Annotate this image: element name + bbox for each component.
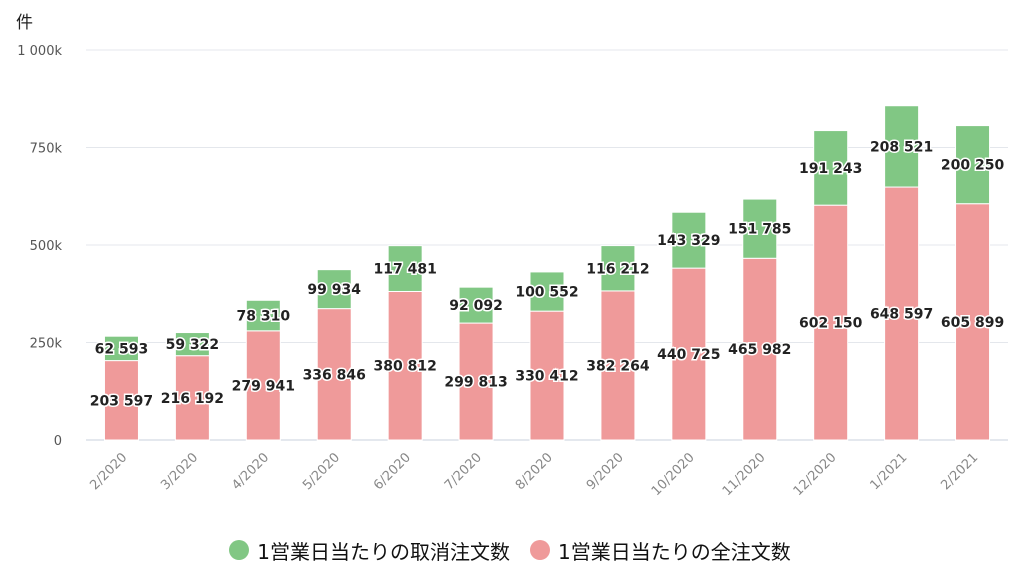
bar-cancel-orders (742, 198, 778, 259)
legend-item-cancel-orders: 1営業日当たりの取消注文数 (229, 536, 510, 565)
data-label-cancel-orders: 143 329 (657, 233, 720, 249)
legend-item-total-orders: 1営業日当たりの全注文数 (530, 536, 791, 565)
x-tick-label: 11/2020 (720, 450, 769, 499)
data-label-cancel-orders: 99 934 (307, 282, 361, 298)
data-label-total-orders: 648 597 (870, 307, 933, 323)
data-label-cancel-orders: 62 593 (95, 341, 149, 357)
stacked-bar-chart: 0 250k 500k 750k 1 000k 203 597 62 593 2/2020 21… (17, 44, 1008, 499)
data-label-cancel-orders: 78 310 (237, 309, 291, 325)
bar-total-orders (813, 204, 849, 441)
x-tick-label: 9/2020 (584, 450, 627, 493)
x-tick-label: 8/2020 (513, 450, 556, 493)
bar-cancel-orders (316, 269, 352, 310)
bar-cancel-orders (529, 271, 565, 312)
legend-label-total-orders: 1営業日当たりの全注文数 (558, 539, 791, 564)
x-tick-label: 6/2020 (371, 450, 414, 493)
data-label-total-orders: 216 192 (161, 391, 224, 407)
bar-total-orders (742, 257, 778, 441)
bar-total-orders (103, 360, 139, 441)
bar-total-orders (174, 355, 210, 441)
legend: 1営業日当たりの取消注文数 1営業日当たりの全注文数 (0, 530, 1020, 570)
x-tick-label: 2/2020 (87, 450, 130, 493)
y-tick-label: 250k (30, 337, 63, 352)
bar-cancel-orders (671, 211, 707, 269)
y-tick-label: 1 000k (17, 44, 62, 59)
legend-swatch-green (229, 540, 250, 560)
data-label-cancel-orders: 191 243 (799, 161, 862, 177)
data-label-cancel-orders: 59 322 (166, 337, 220, 353)
bar-total-orders (458, 322, 494, 441)
bar-total-orders (955, 203, 991, 441)
legend-swatch-red (530, 540, 550, 560)
bar-cancel-orders (600, 245, 636, 292)
data-label-cancel-orders: 117 481 (373, 262, 436, 278)
x-tick-label: 1/2021 (867, 450, 910, 493)
bar-cancel-orders (387, 245, 423, 292)
data-label-cancel-orders: 200 250 (941, 158, 1005, 174)
bar-cancel-orders (884, 105, 920, 188)
data-label-cancel-orders: 208 521 (870, 139, 933, 155)
data-label-total-orders: 382 264 (586, 358, 650, 374)
data-label-total-orders: 440 725 (657, 347, 720, 363)
x-tick-label: 10/2020 (649, 450, 698, 499)
bar-cancel-orders (174, 332, 210, 357)
data-label-total-orders: 336 846 (303, 367, 366, 383)
bar-total-orders (671, 267, 707, 441)
legend-label-cancel-orders: 1営業日当たりの取消注文数 (257, 539, 510, 564)
bar-total-orders (600, 290, 636, 441)
x-tick-label: 7/2020 (442, 450, 485, 493)
x-tick-label: 12/2020 (791, 450, 840, 499)
y-tick-label: 0 (54, 434, 62, 449)
data-label-total-orders: 330 412 (515, 369, 578, 385)
data-label-total-orders: 602 150 (799, 316, 863, 332)
bar-total-orders (316, 308, 352, 441)
data-label-cancel-orders: 100 552 (515, 285, 578, 301)
bar-total-orders (529, 310, 565, 441)
bar-cancel-orders (813, 130, 849, 206)
data-label-total-orders: 605 899 (941, 315, 1004, 331)
y-tick-label: 500k (30, 239, 63, 254)
y-tick-label: 750k (30, 142, 63, 157)
bar-cancel-orders (245, 299, 281, 332)
x-tick-label: 2/2021 (938, 450, 981, 493)
bar-total-orders (387, 290, 423, 441)
bar-cancel-orders (955, 125, 991, 205)
bar-cancel-orders (103, 335, 139, 362)
data-label-total-orders: 203 597 (90, 393, 153, 409)
x-tick-label: 5/2020 (300, 450, 343, 493)
x-tick-label: 3/2020 (158, 450, 201, 493)
x-tick-label: 4/2020 (229, 450, 272, 493)
data-label-cancel-orders: 151 785 (728, 222, 791, 238)
data-label-cancel-orders: 116 212 (586, 261, 649, 277)
bar-total-orders (245, 330, 281, 441)
y-axis-unit: 件 (16, 13, 33, 33)
data-label-total-orders: 380 812 (373, 359, 436, 375)
data-label-cancel-orders: 92 092 (449, 298, 503, 314)
data-label-total-orders: 465 982 (728, 342, 791, 358)
data-label-total-orders: 279 941 (232, 378, 295, 394)
bar-cancel-orders (458, 286, 494, 324)
data-label-total-orders: 299 813 (444, 375, 507, 391)
